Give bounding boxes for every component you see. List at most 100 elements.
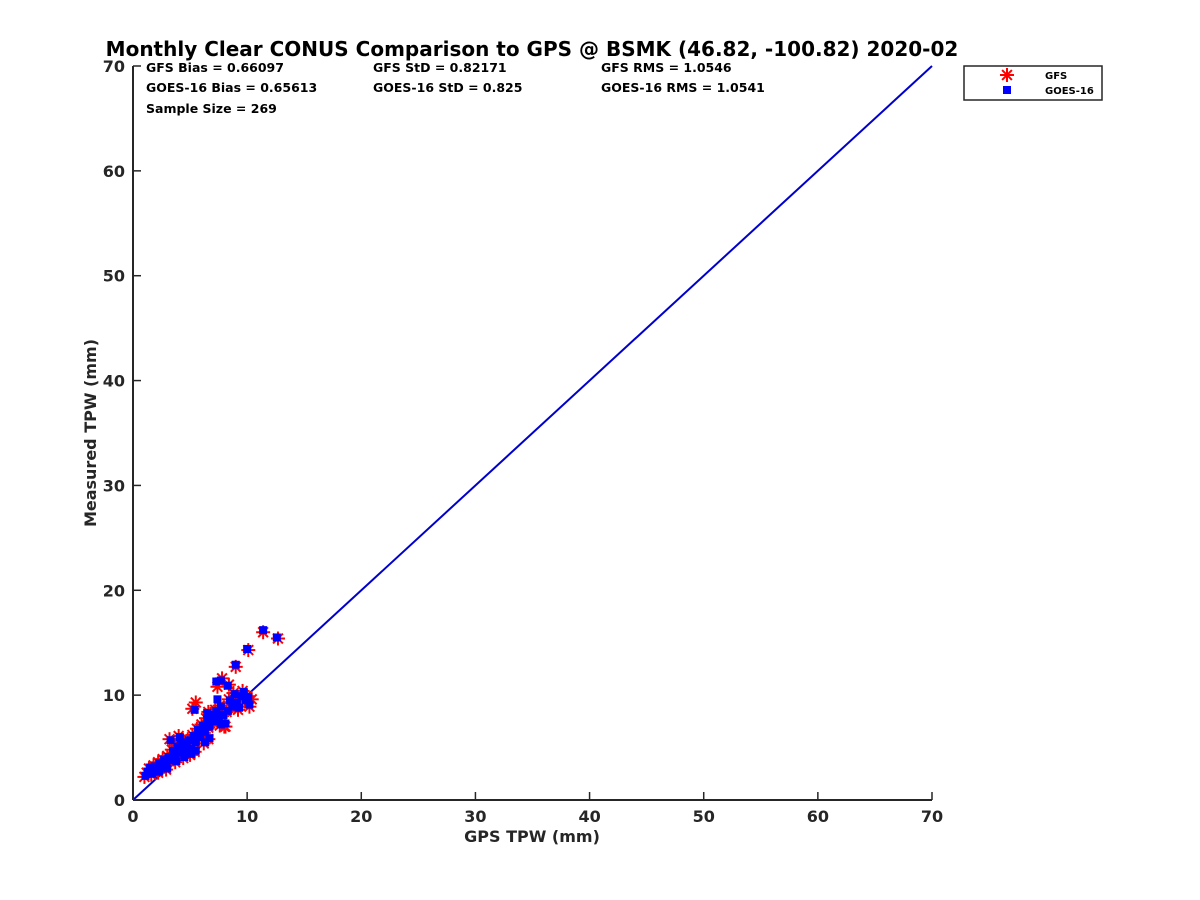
goes-16-point xyxy=(200,738,209,747)
goes-16-point xyxy=(195,728,204,737)
legend-goes-16-label: GOES-16 xyxy=(1045,86,1094,97)
goes-16-point xyxy=(245,700,254,709)
goes-16-point xyxy=(176,740,185,749)
y-tick-label: 30 xyxy=(103,476,125,495)
stat-text: GOES-16 RMS = 1.0541 xyxy=(601,80,765,95)
goes-16-point xyxy=(239,687,248,696)
goes-16-point xyxy=(172,757,181,766)
goes-16-point xyxy=(191,746,200,755)
y-tick-label: 0 xyxy=(114,791,125,810)
goes-16-point xyxy=(230,690,239,699)
goes-16-point xyxy=(182,742,191,751)
y-tick-label: 70 xyxy=(103,57,125,76)
goes-16-point xyxy=(171,751,180,760)
legend: GFS GOES-16 xyxy=(963,65,1103,101)
one-to-one-line xyxy=(132,65,933,801)
stat-text: Sample Size = 269 xyxy=(146,101,277,116)
goes-16-point xyxy=(226,696,235,705)
goes-16-point xyxy=(146,763,155,772)
goes-16-point xyxy=(148,769,157,778)
statistics-annotations: GFS Bias = 0.66097 GFS StD = 0.82171 GFS R… xyxy=(146,60,765,116)
chart-title: Monthly Clear CONUS Comparison to GPS @ … xyxy=(106,37,959,61)
legend-gfs-label: GFS xyxy=(1045,71,1067,82)
goes-16-point xyxy=(212,706,221,715)
goes-16-point xyxy=(184,736,193,745)
goes-16-point xyxy=(168,746,177,755)
goes-16-point xyxy=(187,749,196,758)
x-tick-label: 10 xyxy=(236,807,258,826)
y-tick-label: 60 xyxy=(103,162,125,181)
goes-16-point xyxy=(198,721,207,730)
y-tick-label: 10 xyxy=(103,686,125,705)
legend-box xyxy=(963,65,1103,101)
goes-16-point xyxy=(231,660,240,669)
goes-16-point xyxy=(175,748,184,757)
y-tick-label: 20 xyxy=(103,581,125,600)
goes-16-point xyxy=(212,677,221,686)
goes-16-point xyxy=(259,626,268,635)
x-tick-label: 30 xyxy=(464,807,486,826)
goes-16-point xyxy=(162,759,171,768)
goes-16-point xyxy=(189,732,198,741)
goes-16-point xyxy=(157,762,166,771)
goes-16-point xyxy=(203,715,212,724)
goes-16-point xyxy=(221,719,230,728)
goes-16-point xyxy=(166,736,175,745)
goes-16-point xyxy=(243,645,252,654)
x-tick-label: 40 xyxy=(578,807,600,826)
goes-16-point xyxy=(272,633,281,642)
stat-text: GFS StD = 0.82171 xyxy=(373,60,507,75)
goes-16-point xyxy=(180,753,189,762)
axes: 0 10 20 30 40 50 60 70 0 10 20 30 40 50 60 70 xyxy=(103,57,943,826)
goes-16-point xyxy=(166,756,175,765)
goes-16-point xyxy=(216,676,225,685)
goes-16-point xyxy=(203,708,212,717)
goes-16-point xyxy=(232,698,241,707)
x-tick-label: 20 xyxy=(350,807,372,826)
stat-text: GOES-16 Bias = 0.65613 xyxy=(146,80,317,95)
reference-line-layer xyxy=(132,65,933,801)
x-axis-label: GPS TPW (mm) xyxy=(464,827,600,846)
goes-16-point xyxy=(228,702,237,711)
goes-16-point xyxy=(205,734,214,743)
goes-16-point xyxy=(210,717,219,726)
goes-16-point xyxy=(191,738,200,747)
goes-16-point xyxy=(155,767,164,776)
x-tick-label: 70 xyxy=(921,807,943,826)
goes-16-point xyxy=(175,733,184,742)
goes-16-point xyxy=(207,711,216,720)
legend-gfs-marker xyxy=(1000,68,1014,82)
goes-16-point xyxy=(216,720,225,729)
stat-text: GFS RMS = 1.0546 xyxy=(601,60,732,75)
x-tick-label: 50 xyxy=(693,807,715,826)
goes-16-point xyxy=(235,703,244,712)
legend-goes-16-marker xyxy=(1003,86,1011,94)
goes-16-point xyxy=(163,764,172,773)
goes-16-point xyxy=(219,711,228,720)
goes-16-series xyxy=(141,626,281,780)
goes-16-point xyxy=(143,767,152,776)
stat-text: GOES-16 StD = 0.825 xyxy=(373,80,522,95)
goes-16-point xyxy=(244,693,253,702)
x-tick-label: 0 xyxy=(127,807,138,826)
x-tick-label: 60 xyxy=(807,807,829,826)
goes-16-point xyxy=(180,746,189,755)
y-axis-label: Measured TPW (mm) xyxy=(81,339,100,527)
goes-16-point xyxy=(205,722,214,731)
y-tick-label: 50 xyxy=(103,267,125,286)
goes-16-point xyxy=(213,695,222,704)
goes-16-point xyxy=(196,733,205,742)
stat-text: GFS Bias = 0.66097 xyxy=(146,60,284,75)
goes-16-point xyxy=(141,771,150,780)
goes-16-point xyxy=(216,702,225,711)
goes-16-point xyxy=(223,681,232,690)
goes-16-point xyxy=(237,692,246,701)
y-tick-label: 40 xyxy=(103,372,125,391)
goes-16-point xyxy=(190,705,199,714)
goes-16-point xyxy=(200,727,209,736)
goes-16-point xyxy=(214,713,223,722)
goes-16-point xyxy=(187,744,196,753)
goes-16-point xyxy=(223,706,232,715)
